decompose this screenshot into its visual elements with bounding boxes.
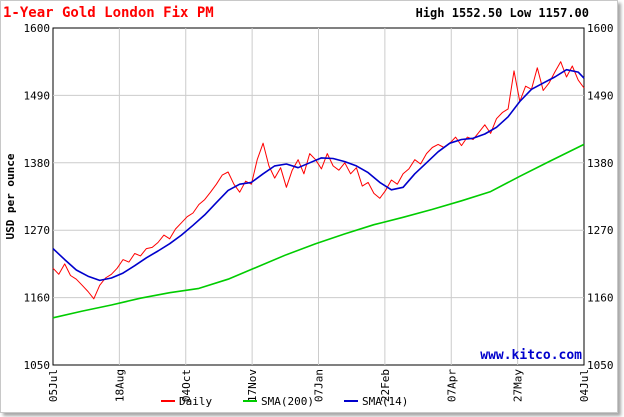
- kitco-watermark: www.kitco.com: [480, 348, 582, 363]
- x-tick-label: 22Feb: [379, 369, 392, 402]
- y-tick-left: 1270: [24, 224, 51, 237]
- y-tick-right: 1380: [587, 157, 614, 170]
- y-axis-right-ticks: 1600 1490 1380 1270 1160 1050: [587, 22, 614, 372]
- chart-title: 1-Year Gold London Fix PM: [3, 5, 214, 21]
- legend: Daily SMA(200) SMA(14): [161, 395, 408, 408]
- x-axis-ticks: 05Jul 18Aug 04Oct 17Nov 07Jan 22Feb 07Apr 27May…: [47, 369, 591, 402]
- y-tick-left: 1490: [24, 89, 51, 102]
- x-tick-label: 07Apr: [445, 369, 458, 402]
- series-lines: [52, 61, 585, 319]
- x-tick-label: 27May: [512, 369, 525, 402]
- y-axis-label: USD per ounce: [4, 153, 17, 239]
- y-tick-right: 1600: [587, 22, 614, 35]
- grid-lines: [53, 28, 584, 365]
- y-tick-left: 1160: [24, 292, 51, 305]
- high-low-stats: High 1552.50 Low 1157.00: [416, 6, 589, 20]
- legend-label-sma14: SMA(14): [362, 395, 408, 408]
- y-tick-left: 1050: [24, 359, 51, 372]
- y-tick-left: 1600: [24, 22, 51, 35]
- y-axis-left-ticks: 1600 1490 1380 1270 1160 1050: [24, 22, 51, 372]
- legend-label-sma200: SMA(200): [261, 395, 314, 408]
- y-tick-right: 1050: [587, 359, 614, 372]
- y-tick-right: 1490: [587, 89, 614, 102]
- y-tick-right: 1160: [587, 292, 614, 305]
- series-line-sma200: [52, 143, 585, 319]
- legend-label-daily: Daily: [179, 395, 212, 408]
- x-tick-label: 04Jul: [578, 369, 591, 402]
- x-tick-label: 17Nov: [246, 369, 259, 402]
- series-line-daily: [52, 61, 585, 300]
- x-tick-label: 05Jul: [47, 369, 60, 402]
- y-tick-left: 1380: [24, 157, 51, 170]
- x-tick-label: 18Aug: [113, 369, 126, 402]
- series-line-sma14: [52, 68, 585, 282]
- x-tick-label: 07Jan: [313, 369, 326, 402]
- gold-price-chart: 1-Year Gold London Fix PM High 1552.50 L…: [3, 5, 614, 408]
- y-tick-right: 1270: [587, 224, 614, 237]
- x-tick-label: 04Oct: [180, 369, 193, 402]
